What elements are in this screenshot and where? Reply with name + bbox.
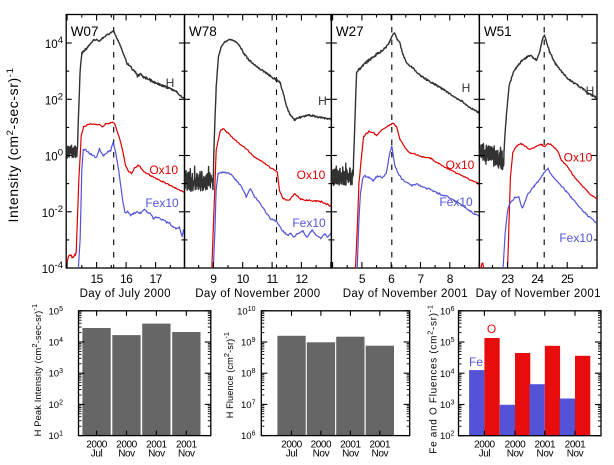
svg-text:2001: 2001 [176,440,197,451]
svg-text:108: 108 [241,368,256,380]
svg-text:106: 106 [440,306,455,318]
svg-text:109: 109 [241,337,256,349]
svg-text:2000: 2000 [505,440,526,451]
svg-text:5: 5 [359,272,366,286]
svg-text:2000: 2000 [116,440,137,451]
svg-text:Ox10: Ox10 [149,163,178,177]
svg-text:2000: 2000 [86,440,107,451]
svg-text:10: 10 [237,272,250,286]
svg-text:23: 23 [501,272,514,286]
svg-text:H: H [318,94,327,108]
svg-text:107: 107 [241,399,256,411]
svg-text:Fex10: Fex10 [145,196,179,210]
svg-text:106: 106 [241,431,256,443]
svg-text:Fex10: Fex10 [292,216,326,230]
svg-text:Fe and O Fluences (cm2-sr)-1: Fe and O Fluences (cm2-sr)-1 [426,304,440,453]
svg-text:Jul: Jul [479,449,491,460]
svg-text:Ox10: Ox10 [297,168,326,182]
svg-text:H: H [462,81,471,95]
svg-text:104: 104 [440,368,455,380]
svg-text:8: 8 [447,272,454,286]
svg-text:H: H [586,84,595,98]
svg-text:Ox10: Ox10 [564,151,593,165]
svg-text:17: 17 [150,272,163,286]
svg-text:11: 11 [266,272,278,286]
svg-text:Nov: Nov [148,449,165,460]
svg-text:H: H [166,76,175,90]
svg-text:W27: W27 [336,24,364,39]
svg-text:W51: W51 [484,24,512,39]
svg-text:Jul: Jul [286,449,298,460]
svg-text:9: 9 [210,272,217,286]
svg-text:103: 103 [440,399,455,411]
svg-text:1010: 1010 [237,306,255,318]
svg-text:105: 105 [49,306,64,318]
svg-text:2001: 2001 [146,440,167,451]
svg-text:24: 24 [531,272,544,286]
svg-text:Day of November 2001: Day of November 2001 [476,288,601,300]
svg-text:2001: 2001 [340,440,361,451]
svg-text:Nov: Nov [342,449,359,460]
svg-text:Ox10: Ox10 [446,158,475,172]
svg-text:2000: 2000 [474,440,495,451]
svg-text:2001: 2001 [565,440,586,451]
svg-text:7: 7 [417,272,424,286]
svg-text:2001: 2001 [534,440,555,451]
svg-text:Nov: Nov [178,449,195,460]
svg-text:Nov: Nov [313,449,330,460]
svg-text:6: 6 [388,272,395,286]
svg-text:Fex10: Fex10 [439,195,473,209]
svg-text:Nov: Nov [537,449,554,460]
svg-text:2000: 2000 [311,440,332,451]
svg-text:Fex10: Fex10 [559,231,593,245]
svg-text:16: 16 [120,272,133,286]
svg-text:Nov: Nov [507,449,524,460]
svg-text:105: 105 [440,337,455,349]
svg-text:Nov: Nov [372,449,389,460]
svg-text:Jul: Jul [91,449,103,460]
svg-text:101: 101 [49,431,64,443]
svg-text:W78: W78 [189,24,217,39]
svg-text:25: 25 [561,272,574,286]
svg-text:W07: W07 [71,24,99,39]
svg-text:H Peak Intensity (cm2-sec-sr)-: H Peak Intensity (cm2-sec-sr)-1 [30,304,43,437]
svg-text:Intensity (cm2-sec-sr)-1: Intensity (cm2-sec-sr)-1 [5,68,21,223]
svg-text:2001: 2001 [369,440,390,451]
svg-text:12: 12 [295,272,308,286]
svg-text:104: 104 [49,337,64,349]
svg-text:102: 102 [49,399,64,411]
svg-text:H Fluence (cm2-sr)-1: H Fluence (cm2-sr)-1 [222,332,235,418]
svg-text:2000: 2000 [281,440,302,451]
svg-text:Nov: Nov [118,449,135,460]
svg-text:102: 102 [440,431,455,443]
svg-text:Day of July 2000: Day of July 2000 [80,288,171,300]
svg-text:103: 103 [49,368,64,380]
svg-text:O: O [487,322,496,336]
svg-text:15: 15 [91,272,104,286]
svg-text:Day of November 2001: Day of November 2001 [343,288,468,300]
svg-text:Nov: Nov [567,449,584,460]
svg-text:Day of November 2000: Day of November 2000 [195,288,320,300]
svg-text:Fe: Fe [469,355,483,369]
